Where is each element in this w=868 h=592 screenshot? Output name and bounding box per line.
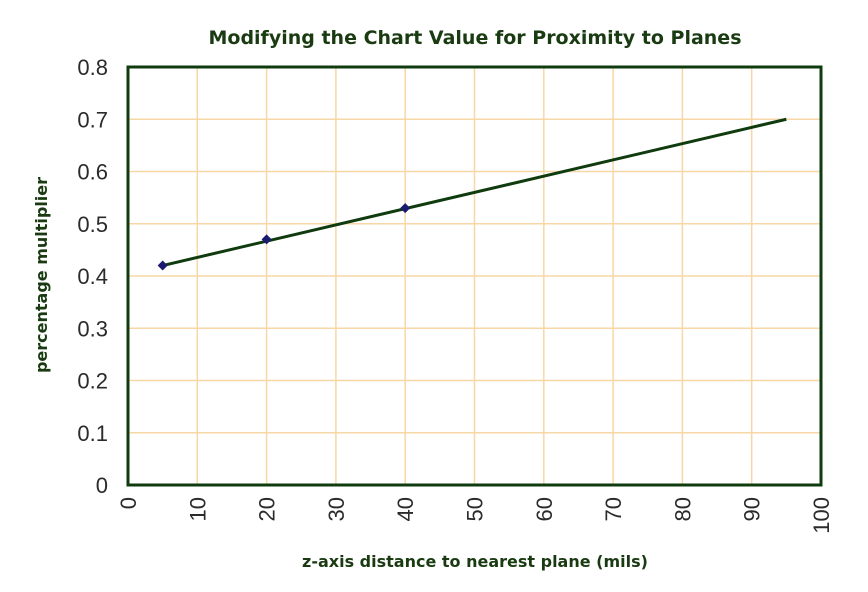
data-point-0-0 bbox=[157, 260, 168, 271]
chart-title: Modifying the Chart Value for Proximity … bbox=[208, 27, 741, 49]
y-tick-label: 0.7 bbox=[77, 107, 108, 132]
x-axis-label: z-axis distance to nearest plane (mils) bbox=[302, 552, 648, 571]
y-tick-label: 0.3 bbox=[77, 316, 108, 341]
x-tick-label: 60 bbox=[532, 497, 557, 521]
y-tick-label: 0.5 bbox=[77, 212, 108, 237]
x-tick-label: 90 bbox=[740, 497, 765, 521]
x-tick-label: 80 bbox=[670, 497, 695, 521]
data-point-0-2 bbox=[400, 203, 411, 214]
data-point-0-1 bbox=[261, 234, 272, 245]
x-tick-label: 100 bbox=[809, 497, 834, 534]
x-tick-label: 30 bbox=[324, 497, 349, 521]
x-tick-label: 10 bbox=[185, 497, 210, 521]
plot-frame bbox=[126, 65, 823, 487]
y-tick-label: 0.1 bbox=[77, 421, 108, 446]
y-tick-label: 0.6 bbox=[77, 160, 108, 185]
y-axis-label: percentage multiplier bbox=[32, 177, 51, 373]
x-tick-label: 0 bbox=[116, 497, 141, 509]
x-tick-labels: 0 10 20 30 40 50 60 70 80 90 100 bbox=[116, 497, 834, 534]
y-tick-label: 0.2 bbox=[77, 369, 108, 394]
y-tick-labels: 0 0.1 0.2 0.3 0.4 0.5 0.6 0.7 0.8 bbox=[77, 55, 108, 498]
x-tick-label: 20 bbox=[255, 497, 280, 521]
data-points bbox=[157, 203, 411, 271]
y-tick-label: 0.4 bbox=[77, 264, 108, 289]
y-tick-label: 0.8 bbox=[77, 55, 108, 80]
x-tick-label: 70 bbox=[601, 497, 626, 521]
x-tick-label: 40 bbox=[393, 497, 418, 521]
y-tick-label: 0 bbox=[96, 473, 108, 498]
grid bbox=[127, 66, 822, 486]
x-tick-label: 50 bbox=[463, 497, 488, 521]
